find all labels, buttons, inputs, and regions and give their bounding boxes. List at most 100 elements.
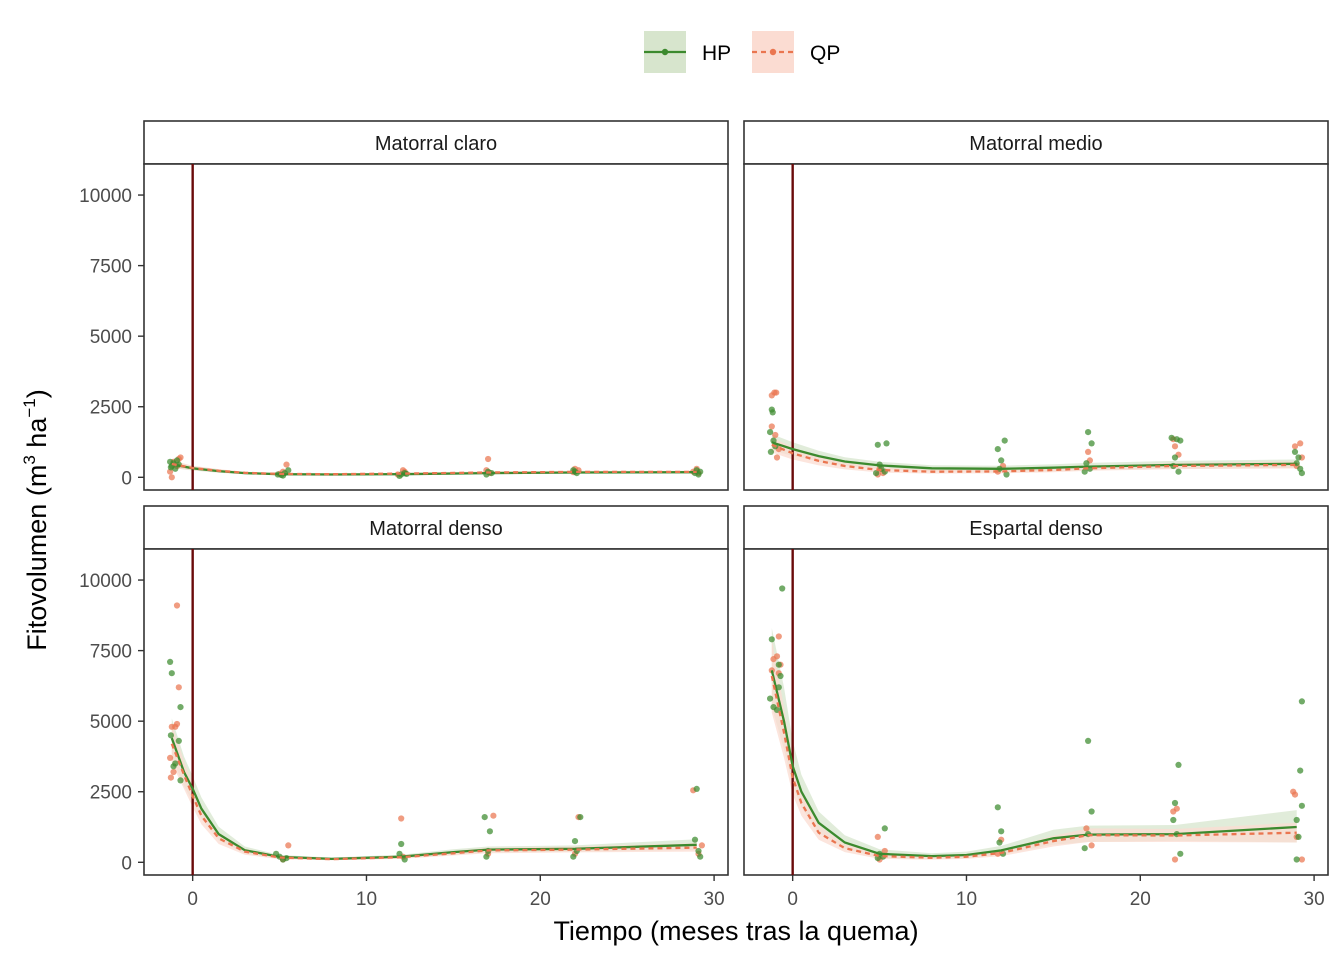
legend-key-hp-point <box>661 48 669 56</box>
point-hp-espartal-denso <box>1297 767 1304 774</box>
y-tick-label: 5000 <box>90 327 132 348</box>
point-hp-espartal-denso <box>1293 856 1300 863</box>
point-hp-matorral-medio <box>1295 454 1302 461</box>
y-tick-label: 10000 <box>79 571 132 592</box>
point-qp-matorral-medio <box>1085 448 1092 455</box>
y-tick-label: 0 <box>121 468 132 489</box>
point-qp-matorral-denso <box>173 602 181 609</box>
point-hp-matorral-denso <box>695 847 702 855</box>
strip-label-matorral-denso: Matorral denso <box>369 518 502 540</box>
x-tick-label: 10 <box>956 889 977 910</box>
point-hp-matorral-medio <box>1291 448 1299 455</box>
legend-key-qp-point <box>769 48 777 56</box>
point-qp-espartal-denso <box>1083 825 1090 832</box>
point-hp-espartal-denso <box>998 828 1005 835</box>
point-hp-matorral-denso <box>177 777 184 784</box>
point-qp-matorral-denso <box>167 774 174 781</box>
smooth-line-qp-matorral-denso <box>170 743 697 861</box>
y-tick-label: 7500 <box>90 642 132 663</box>
y-axis-title-paren-open: ( <box>22 487 52 504</box>
point-hp-espartal-denso <box>1175 761 1182 769</box>
panel-matorral-denso: Matorral denso <box>143 505 729 876</box>
point-hp-espartal-denso <box>775 661 782 668</box>
strip-matorral-medio <box>743 120 1329 165</box>
y-axis-title: Fitovolumen (m3 ha−1) <box>20 389 52 651</box>
point-hp-matorral-medio <box>767 448 775 455</box>
y-axis-title-paren-close: ) <box>22 389 52 398</box>
point-qp-matorral-denso <box>170 768 177 776</box>
point-qp-matorral-medio <box>1291 443 1299 450</box>
y-tick-label: 2500 <box>90 783 132 804</box>
y-tick-label: 5000 <box>90 712 132 733</box>
point-qp-matorral-claro <box>283 461 290 468</box>
point-hp-matorral-medio <box>1298 470 1305 477</box>
point-hp-matorral-denso <box>396 850 403 857</box>
point-qp-matorral-denso <box>698 842 706 849</box>
x-tick-label: 0 <box>187 889 198 910</box>
point-hp-espartal-denso <box>1295 833 1302 841</box>
marks-espartal-denso <box>767 549 1305 875</box>
point-hp-matorral-denso <box>577 814 584 821</box>
point-hp-matorral-medio <box>994 446 1001 453</box>
point-qp-espartal-denso <box>1088 842 1095 849</box>
point-hp-matorral-medio <box>1001 437 1008 444</box>
point-hp-matorral-denso <box>167 658 174 666</box>
y-axis-title-text: Fitovolumen (m3 ha−1) <box>20 389 52 651</box>
point-hp-espartal-denso <box>1177 850 1184 857</box>
point-hp-matorral-medio <box>1003 471 1010 478</box>
point-qp-matorral-denso <box>167 754 174 762</box>
point-hp-matorral-medio <box>767 429 774 436</box>
point-hp-matorral-claro <box>697 468 704 475</box>
y-tick-label: 2500 <box>90 398 132 419</box>
y-axis-title-sup-3: 3 <box>20 455 39 464</box>
point-hp-matorral-denso <box>571 838 579 845</box>
point-hp-espartal-denso <box>1081 845 1088 852</box>
point-hp-espartal-denso <box>1170 816 1177 824</box>
point-hp-matorral-denso <box>398 840 405 848</box>
point-hp-espartal-denso <box>1085 737 1092 745</box>
strip-label-matorral-claro: Matorral claro <box>375 133 497 155</box>
point-qp-matorral-denso <box>285 842 292 849</box>
ci-band-hp-matorral-medio <box>771 434 1297 472</box>
smooth-line-qp-espartal-denso <box>770 675 1297 859</box>
point-hp-matorral-medio <box>1168 434 1175 441</box>
point-qp-matorral-medio <box>768 423 775 430</box>
point-qp-matorral-denso <box>398 815 405 822</box>
marks-matorral-medio <box>767 164 1305 490</box>
point-hp-espartal-denso <box>767 695 774 702</box>
point-qp-espartal-denso <box>1291 791 1299 798</box>
point-qp-matorral-medio <box>1171 443 1179 450</box>
legend: HP QP <box>644 31 840 73</box>
point-qp-matorral-medio <box>772 431 779 439</box>
y-axis-title-space <box>22 448 52 456</box>
legend-label-hp: HP <box>702 42 731 65</box>
point-hp-espartal-denso <box>996 839 1003 846</box>
y-axis-title-sup-minus1: −1 <box>20 398 39 417</box>
point-hp-espartal-denso <box>994 804 1001 811</box>
point-qp-matorral-medio <box>773 454 781 461</box>
point-hp-espartal-denso <box>1293 816 1300 824</box>
point-qp-espartal-denso <box>1173 805 1180 812</box>
point-qp-matorral-denso <box>175 684 182 691</box>
point-hp-matorral-medio <box>1175 468 1182 475</box>
point-hp-espartal-denso <box>779 585 786 592</box>
point-qp-espartal-denso <box>1298 856 1305 863</box>
point-hp-matorral-denso <box>483 853 490 860</box>
smooth-line-qp-matorral-medio <box>771 443 1297 473</box>
axes-layer: 0 2500 5000 7500 10000 0 2500 5000 7500 10000 0 10 2… <box>79 186 1325 910</box>
ci-band-qp-espartal-denso <box>771 639 1297 860</box>
point-qp-matorral-denso <box>490 812 497 819</box>
y-axis-title-unit-ha: ha <box>22 417 52 448</box>
x-tick-label: 20 <box>1130 889 1151 910</box>
point-hp-matorral-medio <box>1081 468 1088 475</box>
point-qp-espartal-denso <box>775 633 782 640</box>
legend-label-qp: QP <box>810 42 840 65</box>
point-hp-matorral-denso <box>486 828 493 835</box>
marks-matorral-claro <box>167 164 704 490</box>
point-hp-espartal-denso <box>777 672 784 680</box>
point-qp-matorral-medio <box>773 389 780 396</box>
ci-band-qp-matorral-claro <box>171 460 697 475</box>
point-hp-matorral-denso <box>175 737 182 745</box>
point-hp-matorral-claro <box>285 467 292 474</box>
point-hp-matorral-denso <box>691 836 699 843</box>
